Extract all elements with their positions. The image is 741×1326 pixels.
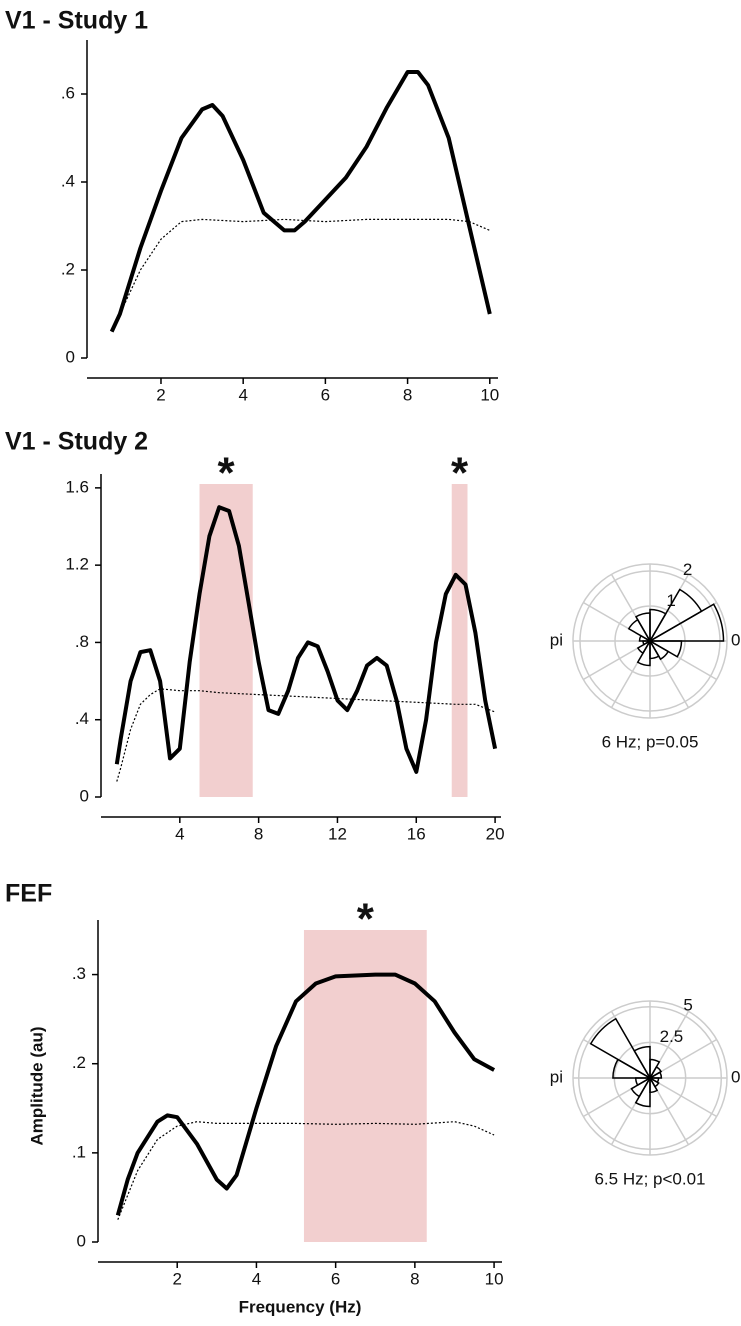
- polar-wedge: [647, 1075, 660, 1088]
- significance-star: *: [357, 895, 375, 944]
- amplitude-line: [114, 505, 498, 774]
- polar-wedge: [589, 1017, 653, 1081]
- polar-wedge: [636, 638, 651, 667]
- x-tick-label: 8: [403, 385, 412, 404]
- polar-caption: 6.5 Hz; p<0.01: [594, 1169, 705, 1188]
- polar-wedge: [647, 588, 703, 644]
- x-tick-label: 10: [485, 1269, 504, 1288]
- r-tick-label: 5: [683, 996, 692, 1015]
- x-tick-label: 6: [321, 385, 330, 404]
- x-tick-label: 6: [331, 1269, 340, 1288]
- polar-wedge: [647, 640, 683, 658]
- x-axis-label: Frequency (Hz): [239, 1297, 362, 1316]
- chart-title: V1 - Study 2: [5, 428, 148, 456]
- angle-label: pi: [550, 1067, 563, 1086]
- y-tick-label: .2: [61, 259, 75, 278]
- polar-wedge: [634, 612, 651, 644]
- baseline-line: [116, 688, 496, 782]
- y-tick-label: .2: [72, 1053, 86, 1072]
- polar-wedge: [647, 1077, 660, 1084]
- highlight-band: [199, 484, 253, 797]
- y-axis-label: Amplitude (au): [27, 1027, 46, 1146]
- x-tick-label: 4: [175, 824, 184, 843]
- x-tick-label: 12: [328, 824, 347, 843]
- angle-label: 0: [731, 1067, 740, 1086]
- chart-title: V1 - Study 1: [5, 7, 148, 35]
- angle-label: pi: [550, 630, 563, 649]
- significance-star: *: [218, 449, 236, 498]
- x-tick-label: 2: [156, 385, 165, 404]
- polar-wedge: [638, 634, 653, 642]
- polar-ring: [577, 1005, 723, 1151]
- x-tick-label: 16: [407, 824, 426, 843]
- angle-label: 0: [731, 630, 740, 649]
- polar-wedge: [634, 1075, 651, 1108]
- polar-wedge: [627, 618, 653, 644]
- y-tick-label: .8: [75, 632, 89, 651]
- amplitude-line: [109, 70, 492, 333]
- highlight-band: [451, 484, 468, 797]
- significance-star: *: [451, 449, 469, 498]
- y-tick-label: 0: [80, 786, 89, 805]
- baseline-line: [111, 218, 491, 332]
- y-tick-label: 1.6: [65, 477, 89, 496]
- y-tick-label: .6: [61, 83, 75, 102]
- polar-wedge: [649, 608, 667, 644]
- r-tick-label: 1: [666, 591, 675, 610]
- y-tick-label: .1: [72, 1142, 86, 1161]
- y-tick-label: .3: [72, 964, 86, 983]
- polar-wedge: [612, 1058, 653, 1079]
- x-tick-label: 10: [480, 385, 499, 404]
- x-tick-label: 8: [254, 824, 263, 843]
- polar-wedge: [649, 1075, 659, 1094]
- amplitude-line: [115, 972, 496, 1216]
- polar-wedge: [647, 603, 725, 642]
- x-tick-label: 20: [486, 824, 505, 843]
- baseline-line: [117, 1121, 495, 1220]
- r-tick-label: 2: [683, 560, 692, 579]
- chart-title: FEF: [5, 880, 52, 908]
- x-tick-label: 4: [252, 1269, 261, 1288]
- y-tick-label: 1.2: [65, 555, 89, 574]
- polar-caption: 6 Hz; p=0.05: [602, 732, 699, 751]
- y-tick-label: .4: [75, 709, 89, 728]
- x-tick-label: 2: [172, 1269, 181, 1288]
- x-tick-label: 8: [410, 1269, 419, 1288]
- x-tick-label: 4: [238, 385, 247, 404]
- y-tick-label: .4: [61, 171, 75, 190]
- polar-spoke: [649, 1077, 718, 1118]
- r-tick-label: 2.5: [660, 1027, 684, 1046]
- y-tick-label: 0: [77, 1231, 86, 1250]
- y-tick-label: 0: [66, 347, 75, 366]
